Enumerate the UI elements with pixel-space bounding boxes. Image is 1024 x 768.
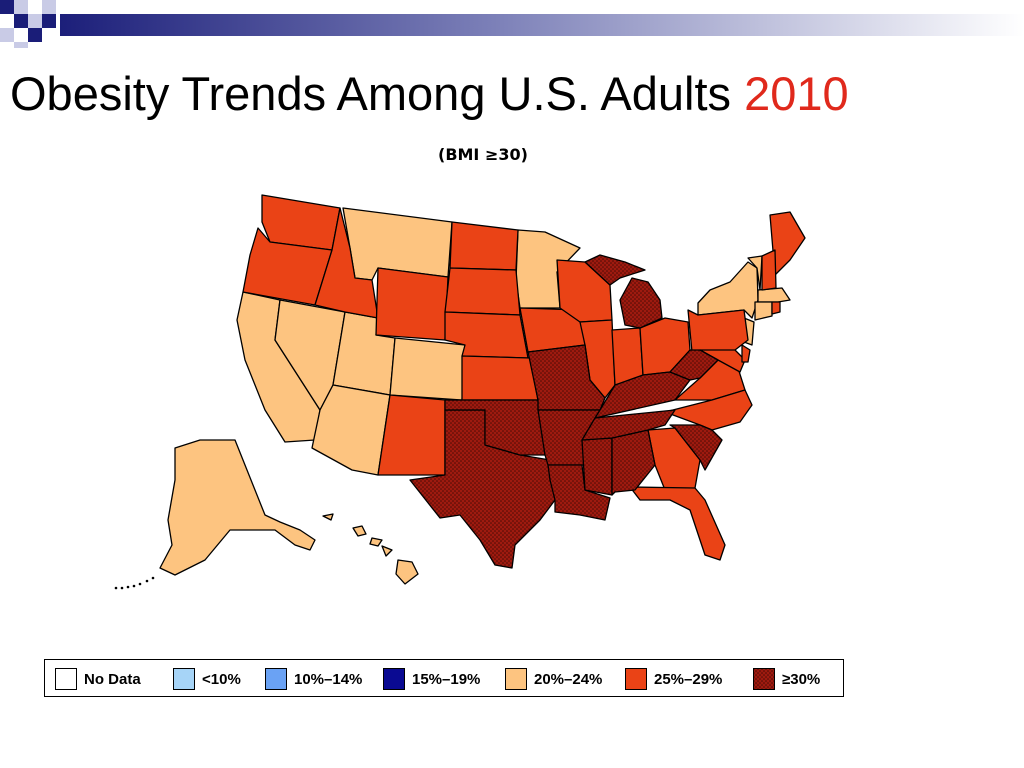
state-wy	[375, 267, 449, 341]
legend-swatch	[55, 668, 77, 690]
legend-label: No Data	[84, 670, 141, 688]
legend: No Data <10% 10%–14% 15%–19% 20%–24% 25%…	[44, 659, 844, 697]
legend-item-lt10: <10%	[173, 666, 241, 692]
state-hi-5	[322, 513, 334, 521]
state-hi-4	[395, 559, 419, 585]
state-tn	[581, 409, 676, 441]
state-fl	[629, 486, 726, 561]
us-obesity-map	[114, 194, 806, 590]
state-al	[611, 429, 656, 496]
state-hi-3	[381, 545, 393, 557]
legend-label: 25%–29%	[654, 670, 723, 688]
state-ri	[771, 301, 781, 315]
state-nd	[449, 221, 519, 271]
state-nm	[377, 394, 446, 476]
legend-swatch	[383, 668, 405, 690]
state-ct	[754, 301, 773, 321]
state-mo	[527, 344, 606, 411]
state-sd	[444, 267, 521, 316]
state-mi-lower	[619, 277, 663, 329]
legend-item-20-24: 20%–24%	[505, 666, 602, 692]
state-hi-2	[369, 537, 383, 547]
legend-label: <10%	[202, 670, 241, 688]
state-ms	[581, 437, 613, 496]
state-de	[741, 344, 751, 363]
state-la	[547, 464, 611, 521]
state-mt	[342, 207, 453, 281]
state-ny	[697, 261, 759, 319]
legend-swatch-dotted	[753, 668, 775, 690]
legend-swatch	[265, 668, 287, 690]
title-main: Obesity Trends Among U.S. Adults	[10, 67, 732, 120]
state-mi-upper	[584, 254, 646, 286]
legend-label: 20%–24%	[534, 670, 603, 688]
legend-label: 15%–19%	[412, 670, 481, 688]
state-nh	[761, 249, 777, 291]
state-ak	[159, 439, 316, 576]
legend-item-15-19: 15%–19%	[383, 666, 480, 692]
state-hi-1	[352, 525, 367, 537]
legend-swatch	[505, 668, 527, 690]
legend-label: ≥30%	[782, 670, 821, 688]
state-ma	[757, 287, 791, 303]
legend-swatch	[173, 668, 195, 690]
state-pa	[687, 309, 749, 353]
state-co	[389, 337, 466, 401]
state-wa	[261, 194, 341, 251]
state-wv	[669, 349, 719, 381]
slide-corner-decoration	[0, 0, 1024, 48]
legend-item-25-29: 25%–29%	[625, 666, 722, 692]
subtitle-bmi: (BMI ≥30)	[438, 145, 528, 164]
aleutian-islands	[114, 576, 155, 590]
title-year: 2010	[744, 67, 849, 120]
legend-item-ge30: ≥30%	[753, 666, 820, 692]
legend-item-no-data: No Data	[55, 666, 141, 692]
legend-swatch	[625, 668, 647, 690]
state-sc	[669, 424, 723, 471]
state-ks	[461, 355, 539, 401]
legend-item-10-14: 10%–14%	[265, 666, 362, 692]
legend-label: 10%–14%	[294, 670, 363, 688]
slide-title: Obesity Trends Among U.S. Adults 2010	[10, 66, 849, 122]
